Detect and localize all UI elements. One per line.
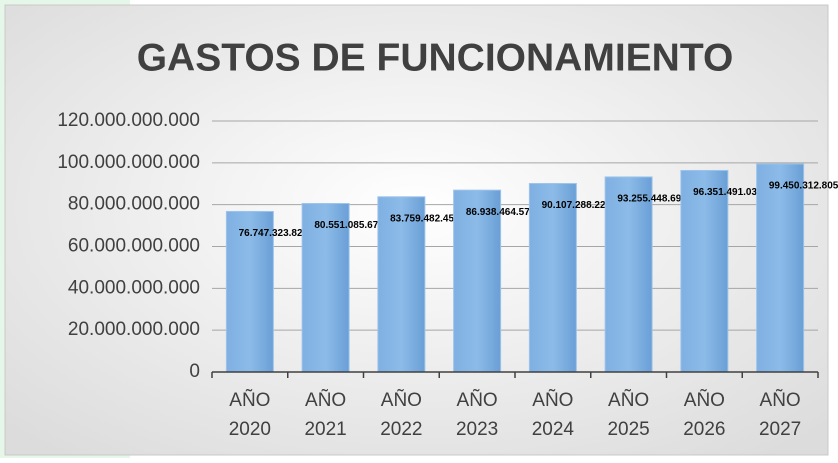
x-tick-label: AÑO 2026: [683, 390, 726, 440]
x-tick-label: AÑO 2020: [228, 390, 272, 440]
data-label: 76.747.323.827: [239, 228, 309, 239]
bar: [756, 163, 805, 373]
data-label: 80.551.085.678: [314, 220, 384, 231]
data-label: 83.759.482.452: [390, 213, 460, 224]
bar: [225, 210, 274, 373]
y-tick-label: 60.000.000.000: [68, 236, 200, 257]
x-tick-label: AÑO 2024: [531, 390, 575, 440]
y-tick-label: 40.000.000.000: [68, 277, 200, 298]
y-tick-label: 20.000.000.000: [68, 319, 200, 340]
x-tick-label: AÑO 2025: [607, 390, 650, 440]
y-tick-label: 120.000.000.000: [57, 110, 200, 131]
chart-title: GASTOS DE FUNCIONAMIENTO: [137, 36, 734, 79]
x-tick-label: AÑO 2027: [758, 390, 802, 440]
y-tick-label: 100.000.000.000: [57, 152, 200, 173]
data-label: 96.351.491.031: [693, 187, 763, 198]
data-label: 90.107.288.229: [542, 200, 612, 211]
x-tick-label: AÑO 2021: [304, 390, 347, 440]
x-tick-label: AÑO 2022: [380, 390, 423, 440]
bar: [377, 196, 426, 373]
bar: [528, 183, 577, 373]
data-label: 93.255.448.693: [617, 194, 687, 205]
y-tick-label: 0: [189, 361, 200, 382]
bar: [680, 169, 729, 373]
data-label: 86.938.464.570: [466, 207, 536, 218]
data-label: 99.450.312.805: [769, 181, 838, 192]
y-tick-label: 80.000.000.000: [68, 194, 200, 215]
x-tick-label: AÑO 2023: [455, 390, 499, 440]
bar: [604, 176, 653, 373]
